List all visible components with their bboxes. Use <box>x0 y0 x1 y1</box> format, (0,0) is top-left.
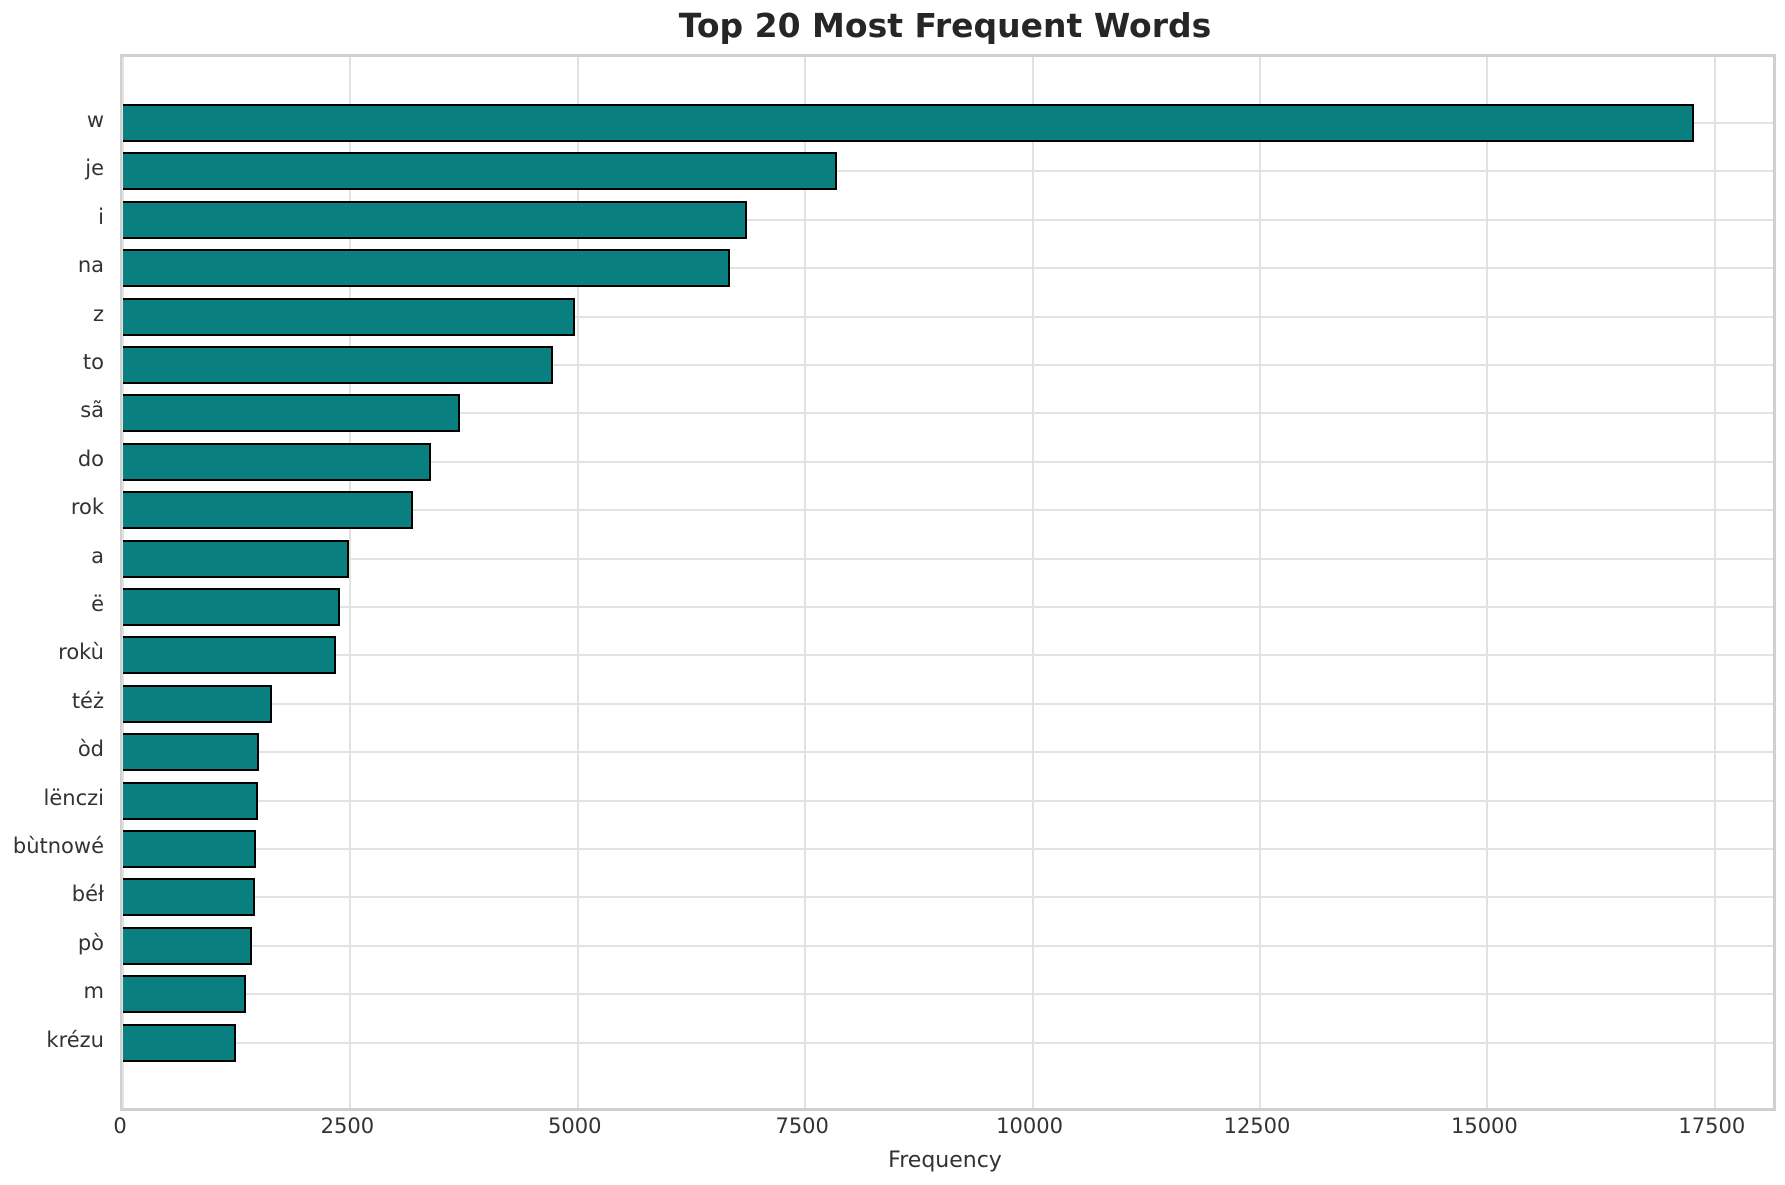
bar-to <box>123 346 554 384</box>
x-tick-label: 7500 <box>775 1114 829 1138</box>
x-tick-label: 12500 <box>1223 1114 1291 1138</box>
x-gridline <box>1486 57 1489 1108</box>
y-tick-label: pò <box>77 930 104 955</box>
y-gridline <box>123 848 1773 850</box>
x-gridline <box>349 57 352 1108</box>
y-gridline <box>123 654 1773 657</box>
y-gridline <box>123 460 1773 463</box>
y-gridline <box>123 557 1773 560</box>
y-gridline <box>123 993 1773 996</box>
y-tick-label: rok <box>70 495 104 520</box>
x-gridline <box>576 57 579 1108</box>
y-tick-label: na <box>77 253 104 278</box>
y-tick-label: a <box>91 543 104 568</box>
x-tick-label: 0 <box>113 1114 127 1138</box>
y-gridline <box>123 170 1773 173</box>
bar-m <box>123 975 246 1014</box>
y-gridline <box>123 364 1773 366</box>
y-tick-label: to <box>82 350 104 374</box>
y-gridline <box>123 896 1773 899</box>
y-tick-label: je <box>85 156 104 181</box>
y-gridline <box>123 702 1773 705</box>
y-gridline <box>123 799 1773 802</box>
chart-title: Top 20 Most Frequent Words <box>678 6 1212 45</box>
y-gridline <box>123 606 1773 608</box>
x-gridline <box>1031 57 1034 1108</box>
bar-bùtnowé <box>123 830 256 868</box>
bar-a <box>123 539 350 578</box>
y-gridline <box>123 509 1773 512</box>
y-tick-label: béł <box>71 882 104 907</box>
x-tick-label: 5000 <box>548 1114 602 1138</box>
bar-krézu <box>123 1023 236 1062</box>
x-axis-label: Frequency <box>888 1148 1002 1173</box>
y-gridline <box>123 267 1773 270</box>
y-tick-label: lënczi <box>43 785 104 810</box>
bar-rok <box>123 491 414 530</box>
y-tick-label: do <box>77 446 104 471</box>
bar-sã <box>123 394 461 433</box>
y-tick-label: téż <box>71 688 104 713</box>
y-tick-label: bùtnowé <box>12 834 104 858</box>
x-tick-label: 10000 <box>996 1114 1063 1138</box>
bar-i <box>123 200 747 239</box>
y-tick-label: w <box>86 108 104 132</box>
y-gridline <box>123 315 1773 318</box>
bar-òd <box>123 733 259 772</box>
x-tick-label: 17500 <box>1678 1114 1746 1138</box>
y-tick-label: ë <box>91 592 104 616</box>
x-gridline <box>804 57 807 1108</box>
y-gridline <box>123 412 1773 415</box>
bar-rokù <box>123 636 336 675</box>
bar-do <box>123 442 432 481</box>
bar-béł <box>123 878 255 917</box>
bar-w <box>123 104 1694 142</box>
y-tick-label: z <box>92 301 104 326</box>
y-tick-label: krézu <box>46 1027 104 1052</box>
plot-area <box>120 54 1776 1111</box>
x-tick-label: 2500 <box>320 1114 375 1138</box>
bar-lënczi <box>123 781 258 820</box>
y-tick-label: i <box>98 204 104 229</box>
x-gridline <box>122 57 124 1108</box>
bar-ë <box>123 588 341 626</box>
y-tick-label: òd <box>77 737 104 762</box>
y-gridline <box>123 1041 1773 1044</box>
bar-téż <box>123 684 273 723</box>
bar-je <box>123 152 838 191</box>
y-gridline <box>123 944 1773 947</box>
y-gridline <box>123 751 1773 754</box>
bar-z <box>123 297 576 336</box>
x-gridline <box>1258 57 1261 1108</box>
bar-pò <box>123 926 253 965</box>
bar-na <box>123 249 730 288</box>
y-tick-label: rokù <box>58 640 104 665</box>
x-gridline <box>1713 57 1716 1108</box>
y-gridline <box>123 218 1773 221</box>
x-tick-label: 15000 <box>1450 1114 1518 1138</box>
y-tick-label: m <box>83 979 104 1004</box>
y-tick-label: sã <box>80 398 104 423</box>
